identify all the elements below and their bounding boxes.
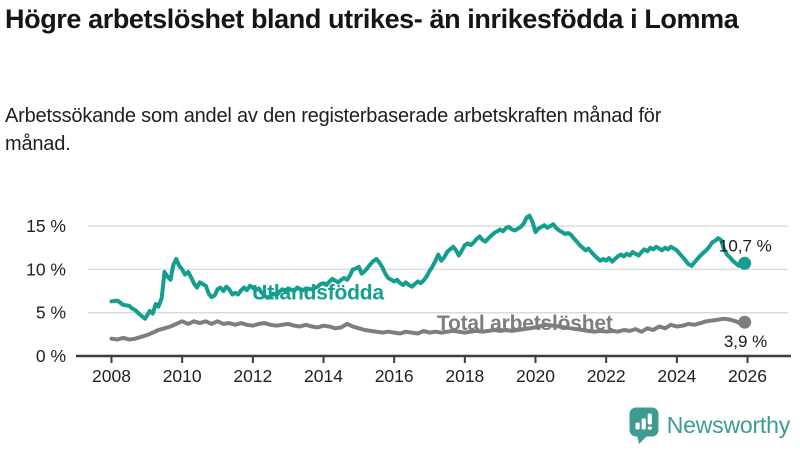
y-axis-tick-label: 5 % — [36, 303, 66, 323]
x-axis-tick-label: 2018 — [445, 366, 484, 386]
series-line-total-arbetsl-shet — [109, 316, 747, 342]
x-axis-tick-label: 2010 — [163, 366, 202, 386]
y-axis-tick-label: 10 % — [26, 259, 66, 279]
x-axis-tick-label: 2020 — [516, 366, 555, 386]
x-axis-tick-label: 2016 — [375, 366, 414, 386]
logo-bar-medium — [641, 418, 646, 430]
bar-chart-speech-bubble-icon — [629, 407, 659, 444]
y-axis-tick-label: 15 % — [26, 216, 66, 236]
logo-bubble-tail — [636, 435, 648, 444]
page-title: Högre arbetslöshet bland utrikes- än inr… — [5, 4, 739, 34]
series-line-utlandsf-dda — [109, 213, 747, 321]
x-axis-tick-label: 2008 — [92, 366, 131, 386]
unemployment-line-chart: 0 % 5 % 10 % 15 % 2008 2010 2012 2014 2016 2018 20… — [26, 213, 791, 386]
x-axis-tick-label: 2022 — [587, 366, 626, 386]
x-axis-tick-label: 2014 — [304, 366, 343, 386]
series-label: Utlandsfödda — [252, 281, 384, 304]
series-label: Total arbetslöshet — [437, 312, 613, 335]
series-end-dot — [738, 256, 752, 270]
logo-exclamation-dot — [647, 426, 652, 430]
x-axis-tick-label: 2026 — [728, 366, 767, 386]
y-axis-tick-label: 0 % — [36, 346, 66, 366]
brand-name: Newsworthy — [666, 412, 790, 438]
x-axis-tick-label: 2024 — [657, 366, 696, 386]
x-axis-tick-label: 2012 — [233, 366, 272, 386]
logo-bar-small — [635, 422, 640, 430]
value-label: 3,9 % — [724, 332, 767, 351]
value-label: 10,7 % — [719, 237, 772, 256]
series-end-dot — [738, 315, 752, 329]
newsworthy-logo: Newsworthy — [629, 407, 790, 444]
chart-subtitle: Arbetssökande som andel av den registerb… — [5, 105, 662, 155]
logo-exclamation-stem — [647, 413, 652, 425]
